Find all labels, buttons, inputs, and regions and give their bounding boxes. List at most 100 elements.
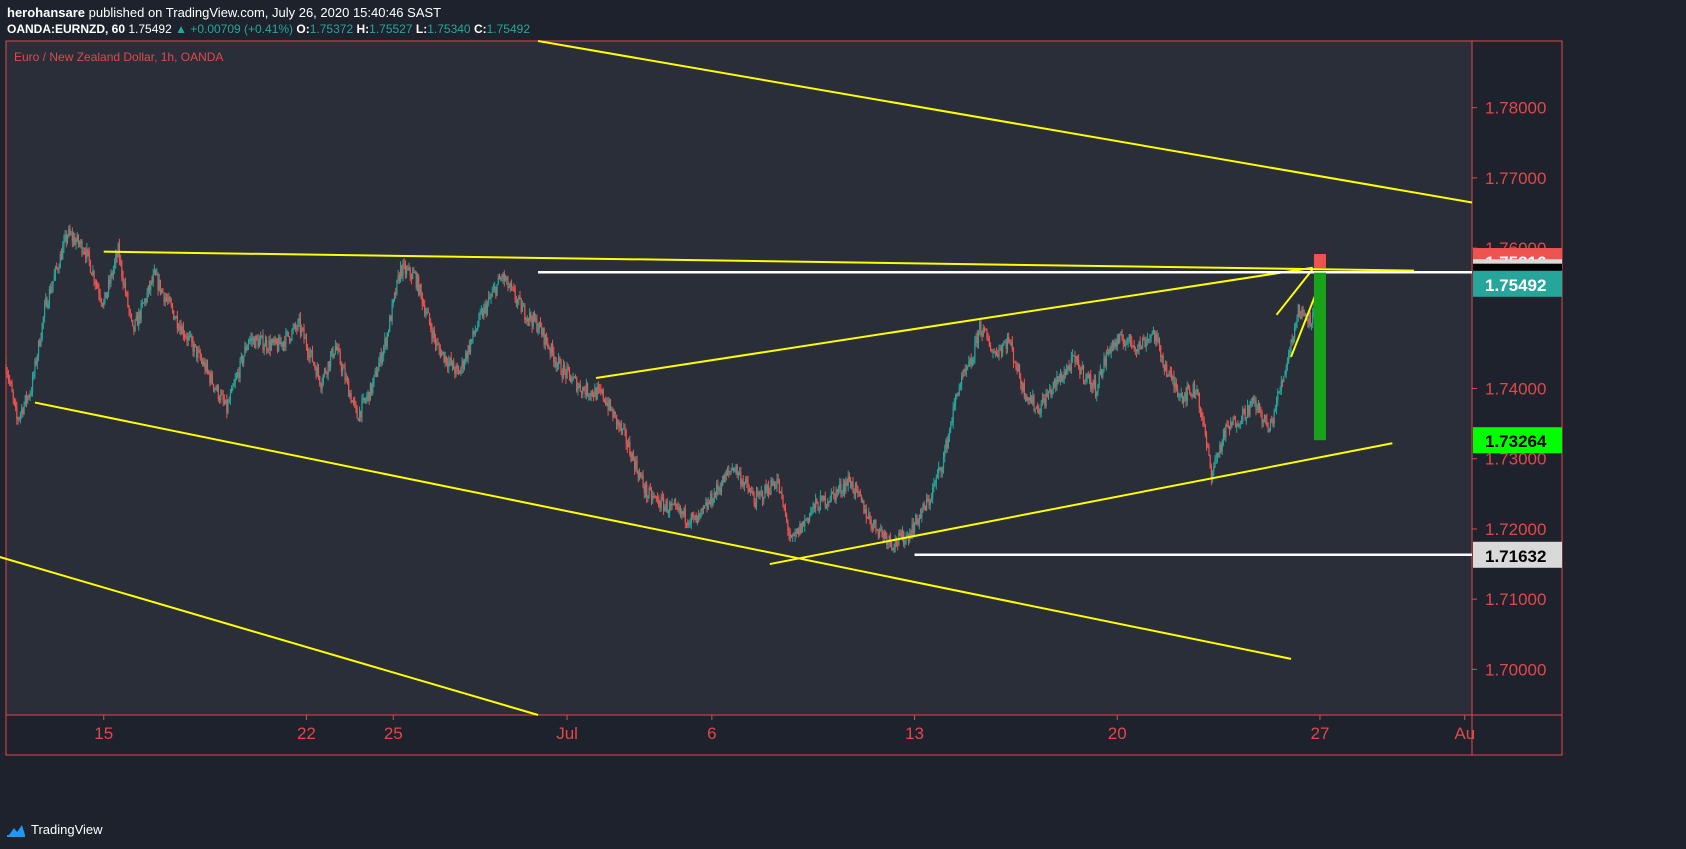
candle-body: [1178, 395, 1180, 397]
candle-body: [926, 498, 928, 510]
candle-body: [755, 492, 758, 508]
candle-body: [319, 376, 321, 385]
publisher-name[interactable]: herohansare: [7, 5, 86, 20]
candle-body: [1236, 424, 1238, 428]
candle-body: [1209, 455, 1211, 468]
candle-body: [95, 283, 98, 285]
candle-body: [941, 469, 943, 472]
candle-body: [684, 508, 686, 523]
candle-body: [911, 523, 913, 538]
candle-body: [1298, 304, 1301, 317]
close-value: 1.75492: [486, 22, 531, 36]
candle-body: [403, 263, 405, 265]
candle-body: [362, 398, 364, 401]
candle-body: [754, 501, 756, 508]
candle-body: [1213, 467, 1215, 471]
candle-body: [288, 336, 291, 342]
candle-body: [1022, 383, 1024, 391]
candle-body: [209, 373, 211, 383]
candle-body: [764, 485, 766, 499]
candle-body: [892, 547, 894, 550]
candle-body: [1078, 360, 1080, 368]
candle-body: [647, 496, 649, 498]
candle-body: [829, 500, 831, 502]
candle-body: [634, 459, 636, 470]
candle-body: [796, 528, 799, 533]
candle-body: [42, 316, 45, 324]
candle-body: [653, 496, 655, 498]
candle-body: [37, 340, 40, 357]
candle-body: [68, 229, 70, 236]
candle-body: [1020, 377, 1022, 384]
candle-body: [360, 410, 362, 418]
candle-body: [1061, 373, 1063, 382]
candle-body: [434, 338, 437, 346]
candle-body: [364, 400, 367, 402]
candle-body: [614, 411, 616, 415]
candle-body: [735, 465, 737, 470]
candle-body: [342, 367, 344, 372]
candle-body: [315, 367, 317, 377]
candle-body: [979, 321, 981, 331]
candle-body: [603, 398, 606, 402]
candle-body: [156, 273, 158, 276]
candle-body: [860, 496, 863, 502]
candle-body: [492, 288, 495, 293]
candle-body: [619, 423, 621, 427]
candle-body: [1109, 348, 1111, 353]
candle-body: [519, 296, 521, 299]
candle-body: [935, 477, 937, 484]
candle-body: [642, 476, 644, 487]
candle-body: [80, 241, 82, 244]
candle-body: [904, 541, 906, 545]
candle-body: [1072, 355, 1074, 357]
candle-body: [466, 353, 468, 359]
candle-body: [7, 374, 10, 380]
candle-body: [173, 310, 175, 320]
candle-body: [836, 489, 838, 493]
candle-body: [155, 269, 157, 276]
candle-body: [1303, 314, 1305, 316]
candle-body: [12, 391, 14, 399]
candle-body: [1008, 336, 1010, 342]
candle-body: [263, 346, 265, 351]
candle-body: [974, 341, 976, 360]
candle-body: [845, 481, 847, 492]
price-label: 1.75492: [1485, 276, 1546, 295]
candle-body: [810, 512, 812, 515]
candle-body: [75, 241, 77, 245]
candle-body: [679, 506, 682, 514]
candle-body: [870, 519, 872, 528]
candle-body: [968, 361, 970, 367]
candle-body: [5, 363, 7, 372]
candle-body: [541, 327, 543, 335]
candle-body: [607, 402, 609, 410]
candle-body: [1053, 379, 1056, 383]
candle-body: [182, 326, 184, 336]
candle-body: [1030, 397, 1033, 404]
candle-body: [644, 484, 647, 493]
candle-body: [321, 383, 323, 389]
symbol-label[interactable]: OANDA:EURNZD, 60: [7, 22, 126, 36]
candle-body: [940, 467, 942, 472]
open-value: 1.75372: [309, 22, 354, 36]
x-tick-label: 20: [1108, 724, 1127, 743]
tradingview-brand[interactable]: TradingView: [6, 822, 103, 837]
candle-body: [795, 532, 797, 534]
candle-body: [24, 395, 26, 405]
candle-body: [1232, 417, 1234, 426]
candle-body: [720, 485, 723, 492]
candle-body: [1279, 390, 1281, 392]
candle-body: [345, 377, 347, 381]
candle-body: [82, 251, 84, 254]
candle-body: [255, 335, 257, 348]
trendline-descending-support: [34, 401, 1292, 660]
candle-body: [965, 368, 968, 372]
candle-body: [161, 289, 163, 293]
candle-body: [398, 275, 400, 282]
candle-body: [461, 360, 463, 369]
candle-body: [959, 385, 962, 388]
candle-body: [395, 292, 397, 295]
candle-body: [31, 375, 34, 393]
